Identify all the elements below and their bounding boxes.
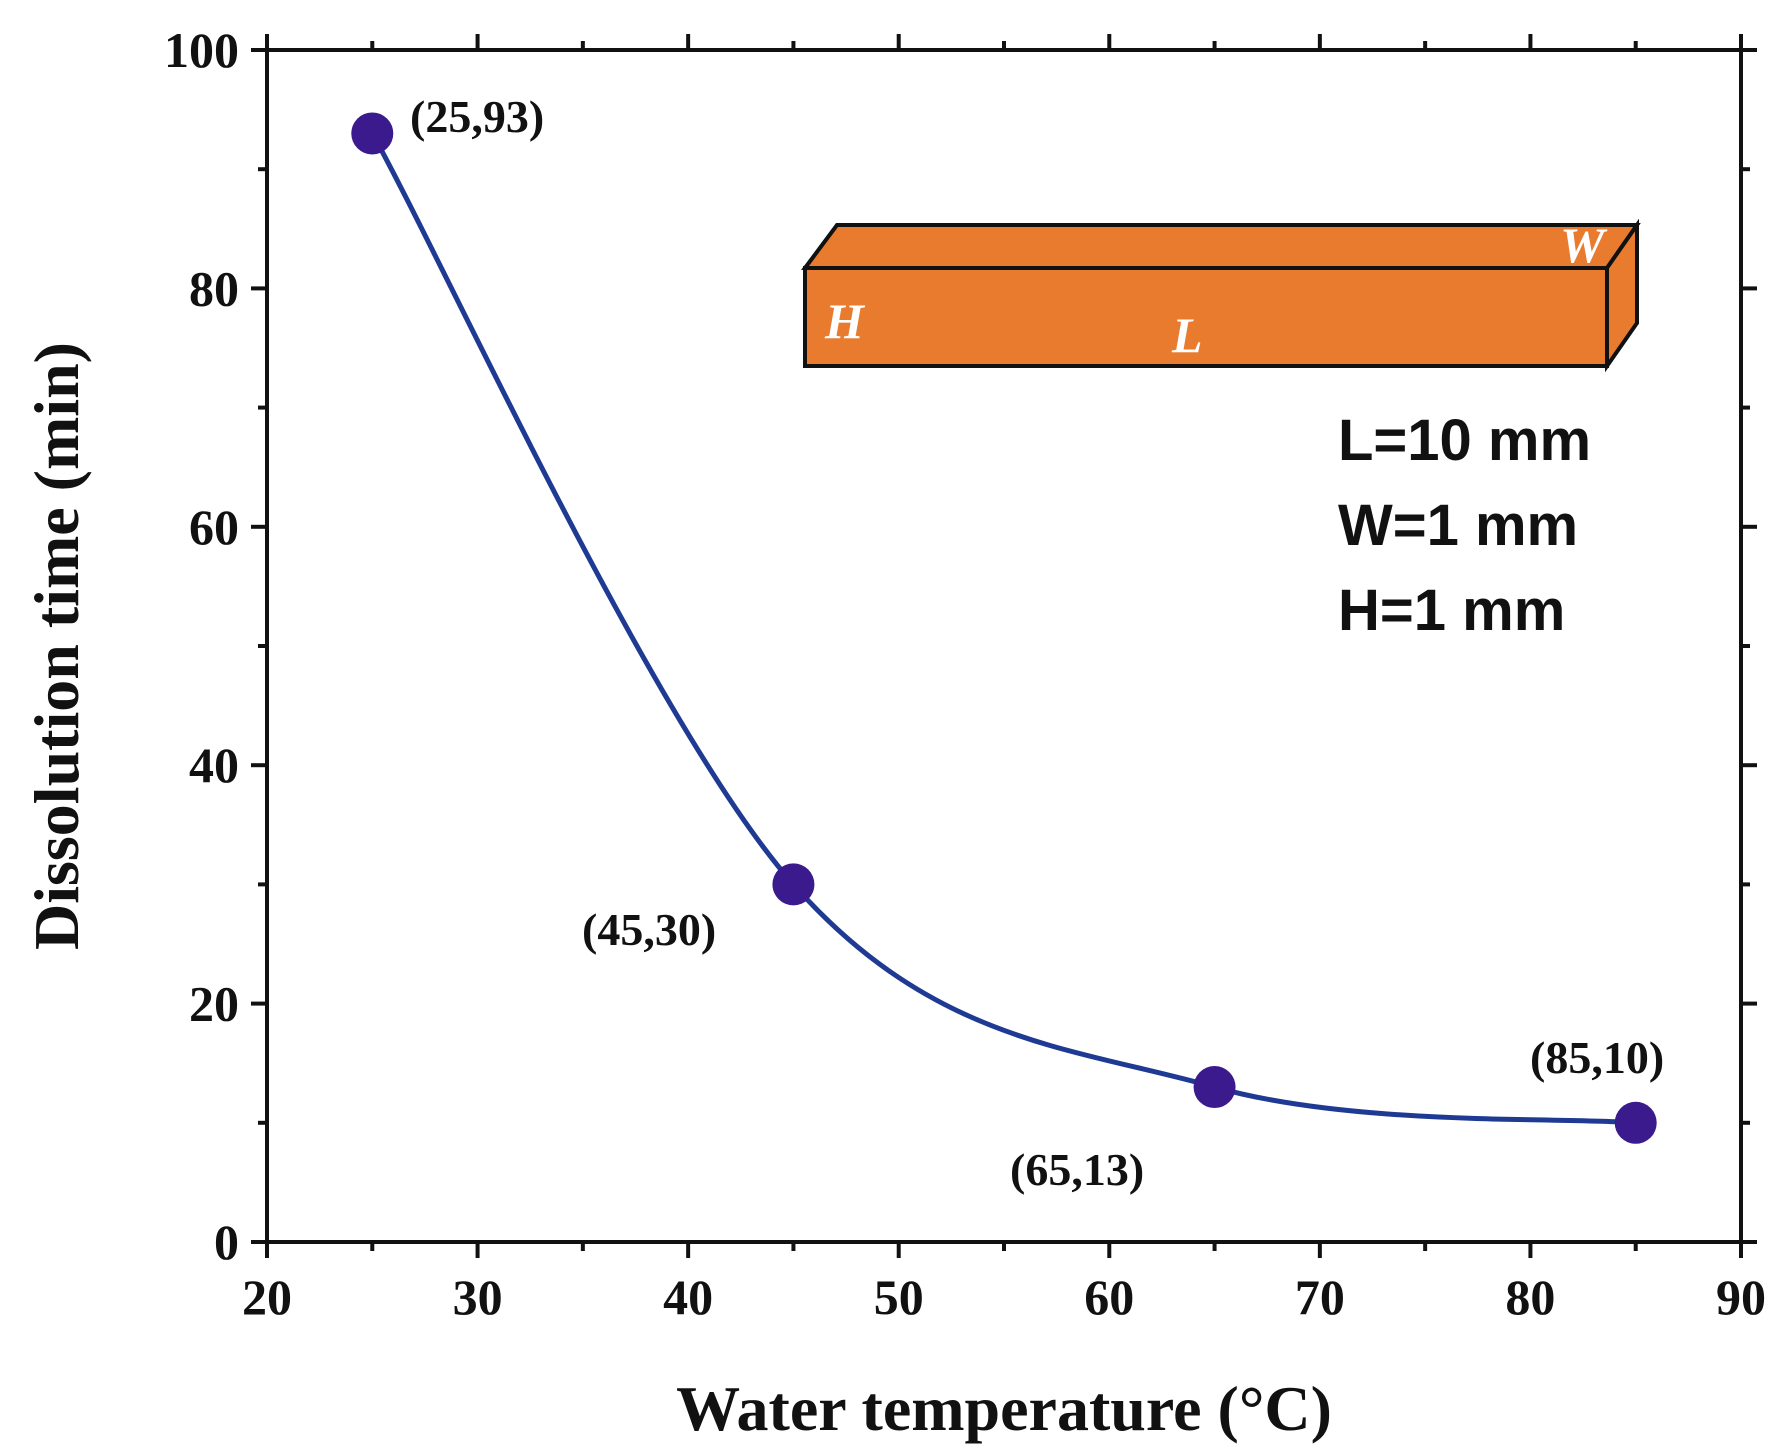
x-tick-label: 40 [663,1269,713,1325]
x-tick-label: 90 [1716,1269,1766,1325]
annotation-25-93: (25,93) [410,91,544,142]
bar-top-face [801,223,1641,270]
bar-width-label: W [1560,217,1608,273]
data-points [351,112,1657,1144]
annotation-45-30: (45,30) [582,904,716,955]
bar-height-label: H [824,293,866,349]
dimension-length: L=10 mm [1338,408,1591,473]
dimension-width: W=1 mm [1338,493,1578,558]
axis-ticks [251,34,1757,1258]
x-tick-label: 60 [1084,1269,1134,1325]
x-axis-title: Water temperature (°C) [676,1373,1332,1444]
x-tick-label: 80 [1505,1269,1555,1325]
y-tick-label: 100 [164,22,239,78]
x-tick-label: 30 [453,1269,503,1325]
bar-front-face [803,266,1609,368]
dimension-height: H=1 mm [1338,578,1565,643]
data-point-25-93 [351,112,394,155]
y-tick-label: 0 [214,1214,239,1270]
x-tick-label: 20 [242,1269,292,1325]
bar-length-label: L [1171,307,1203,363]
y-tick-label: 60 [189,499,239,555]
series-line [370,132,1636,1126]
y-tick-label: 20 [189,976,239,1032]
data-point-85-10 [1614,1101,1657,1144]
annotation-85-10: (85,10) [1530,1032,1664,1083]
annotation-65-13: (65,13) [1010,1144,1144,1195]
dimension-list: L=10 mm W=1 mm H=1 mm [1338,408,1591,643]
data-point-65-13 [1193,1066,1236,1109]
x-tick-label: 70 [1295,1269,1345,1325]
x-tick-label: 50 [874,1269,924,1325]
inset-bar-diagram: H L W [801,217,1641,373]
point-annotations: (25,93) (45,30) (65,13) (85,10) [410,91,1664,1195]
y-axis-title: Dissolution time (min) [21,342,92,950]
data-point-45-30 [772,863,815,906]
y-tick-label: 80 [189,260,239,316]
y-tick-label: 40 [189,737,239,793]
